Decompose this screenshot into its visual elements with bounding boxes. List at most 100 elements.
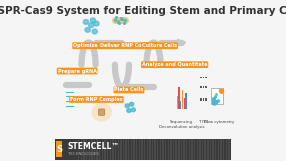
Point bbox=[212, 98, 217, 101]
Point bbox=[220, 90, 224, 92]
Point bbox=[219, 90, 223, 93]
Circle shape bbox=[94, 21, 99, 26]
Bar bbox=[181, 139, 182, 160]
Point bbox=[212, 97, 217, 100]
FancyBboxPatch shape bbox=[99, 109, 105, 115]
Bar bbox=[176, 139, 177, 160]
Bar bbox=[146, 139, 148, 160]
Bar bbox=[56, 141, 62, 157]
Bar bbox=[160, 139, 161, 160]
Text: Flow cytometry: Flow cytometry bbox=[204, 120, 235, 124]
Bar bbox=[168, 139, 169, 160]
Bar bbox=[157, 139, 158, 160]
Bar bbox=[115, 139, 116, 160]
Point bbox=[213, 95, 217, 98]
Bar bbox=[126, 139, 127, 160]
Point bbox=[210, 101, 215, 104]
Bar bbox=[154, 139, 156, 160]
Text: Analyze and Quantitate: Analyze and Quantitate bbox=[142, 62, 207, 67]
Point bbox=[211, 97, 216, 99]
Bar bbox=[182, 90, 183, 109]
Bar bbox=[196, 139, 198, 160]
Bar bbox=[112, 139, 114, 160]
Point bbox=[214, 100, 219, 102]
Text: Prepare gRNA: Prepare gRNA bbox=[58, 69, 97, 74]
Point bbox=[211, 102, 215, 104]
Bar bbox=[152, 139, 153, 160]
Point bbox=[219, 89, 224, 91]
Circle shape bbox=[85, 28, 90, 32]
Point bbox=[213, 102, 218, 104]
Text: S: S bbox=[56, 145, 62, 154]
Point bbox=[215, 99, 220, 101]
Text: Sequencing
Deconvolution analysis: Sequencing Deconvolution analysis bbox=[159, 120, 204, 129]
Bar bbox=[203, 77, 204, 78]
Bar bbox=[123, 139, 124, 160]
Bar bbox=[133, 139, 135, 160]
Bar bbox=[55, 139, 231, 160]
Circle shape bbox=[127, 109, 131, 113]
Point bbox=[215, 100, 220, 102]
Bar bbox=[141, 139, 143, 160]
Bar bbox=[207, 139, 208, 160]
Bar bbox=[136, 139, 137, 160]
Point bbox=[213, 94, 218, 97]
Point bbox=[213, 93, 218, 95]
Bar bbox=[200, 98, 202, 101]
Bar bbox=[86, 139, 87, 160]
Bar bbox=[118, 139, 119, 160]
Bar bbox=[205, 77, 207, 78]
Bar bbox=[204, 139, 206, 160]
Bar bbox=[180, 101, 181, 109]
Point bbox=[219, 89, 224, 91]
Bar bbox=[165, 139, 166, 160]
Bar bbox=[120, 139, 122, 160]
Bar bbox=[212, 139, 214, 160]
Point bbox=[211, 100, 215, 103]
Bar bbox=[81, 139, 82, 160]
Bar bbox=[94, 139, 95, 160]
Bar bbox=[202, 139, 203, 160]
Bar bbox=[178, 87, 180, 109]
Bar bbox=[203, 98, 204, 101]
Text: Plate Cells: Plate Cells bbox=[114, 87, 144, 92]
Point bbox=[218, 89, 223, 91]
Point bbox=[213, 100, 218, 103]
Bar bbox=[189, 139, 190, 160]
Point bbox=[218, 90, 223, 92]
Bar bbox=[200, 77, 202, 78]
Circle shape bbox=[92, 103, 111, 121]
Bar bbox=[203, 86, 204, 88]
Circle shape bbox=[131, 108, 136, 112]
Bar bbox=[205, 86, 207, 88]
Text: Culture Cells: Culture Cells bbox=[142, 43, 177, 48]
Bar bbox=[149, 139, 150, 160]
Bar bbox=[83, 139, 85, 160]
Bar bbox=[194, 139, 195, 160]
Point bbox=[211, 102, 216, 105]
Bar bbox=[186, 139, 187, 160]
Bar bbox=[223, 139, 224, 160]
Bar bbox=[170, 139, 172, 160]
Circle shape bbox=[125, 104, 129, 108]
Circle shape bbox=[89, 23, 94, 28]
Bar bbox=[110, 139, 111, 160]
Bar bbox=[96, 139, 98, 160]
Point bbox=[210, 97, 215, 100]
Bar bbox=[226, 139, 227, 160]
Bar bbox=[107, 139, 108, 160]
Bar bbox=[144, 139, 145, 160]
Point bbox=[215, 100, 220, 102]
Point bbox=[214, 100, 218, 103]
Point bbox=[214, 101, 218, 104]
Bar bbox=[200, 86, 202, 88]
Circle shape bbox=[83, 20, 89, 24]
Point bbox=[211, 100, 216, 103]
Bar bbox=[89, 139, 90, 160]
Bar bbox=[128, 139, 130, 160]
Bar bbox=[191, 139, 193, 160]
Bar bbox=[185, 93, 187, 109]
Point bbox=[212, 100, 217, 103]
Bar bbox=[91, 139, 93, 160]
Circle shape bbox=[130, 102, 134, 106]
